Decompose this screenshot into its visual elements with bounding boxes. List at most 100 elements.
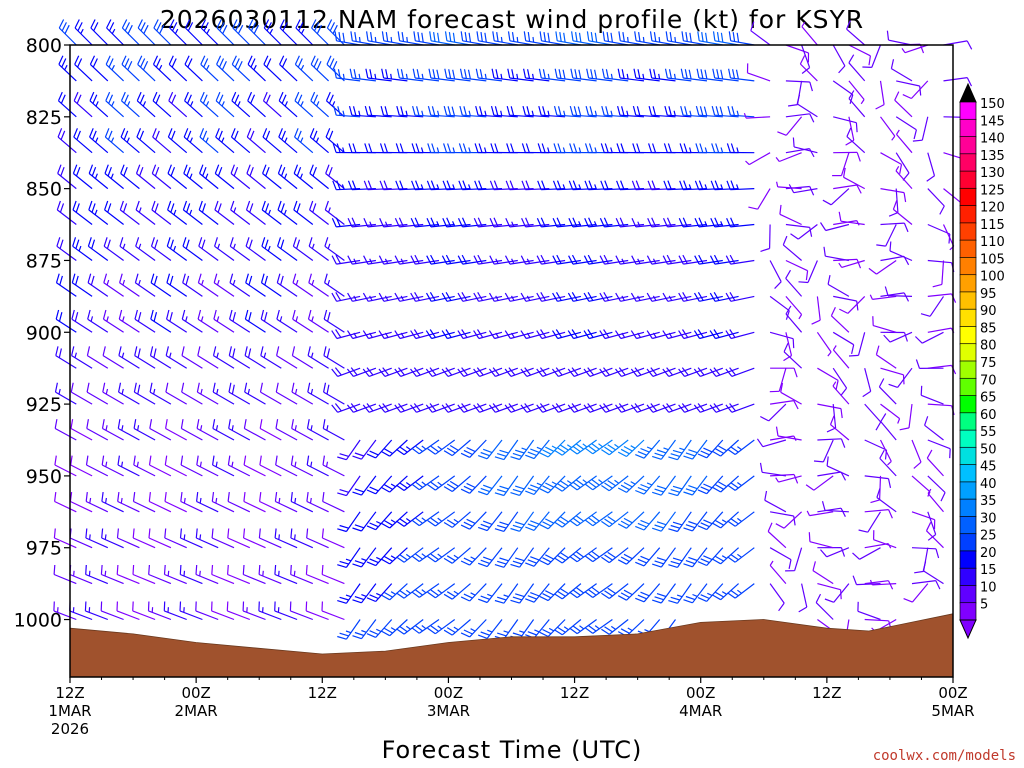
wind-barb-feather (442, 180, 448, 190)
colorbar-swatch (959, 585, 977, 604)
colorbar-top-arrow (959, 82, 977, 103)
wind-barb-feather (631, 217, 637, 228)
wind-barb-feather (462, 180, 467, 190)
wind-barb-feather (56, 237, 61, 247)
wind-barb-feather (620, 556, 630, 563)
colorbar-label: 125 (980, 183, 1005, 198)
wind-barb-feather (85, 492, 88, 502)
wind-barb-feather (430, 625, 439, 632)
wind-barb-feather (76, 94, 82, 104)
wind-barb-half-feather (284, 101, 288, 107)
wind-barb-staff (166, 282, 188, 297)
wind-barb-half-feather (111, 101, 115, 107)
wind-barb-staff (927, 493, 944, 513)
wind-barb-feather (523, 31, 527, 41)
wind-barb-feather (291, 419, 294, 429)
wind-barb-feather (381, 31, 385, 41)
wind-barb-feather (539, 595, 549, 602)
wind-barb-staff (887, 295, 913, 297)
wind-barb-feather (134, 346, 138, 356)
wind-barb-feather (71, 273, 76, 283)
wind-barb-staff (879, 439, 892, 462)
wind-barb-feather (635, 597, 645, 603)
wind-barb-feather (243, 419, 247, 429)
wind-barb-staff (389, 547, 408, 565)
colorbar-label: 120 (980, 201, 1005, 216)
wind-barb-feather (719, 106, 724, 116)
wind-barb-feather (730, 482, 739, 489)
wind-barb-half-feather (743, 113, 747, 119)
wind-barb-half-feather (679, 447, 685, 451)
wind-barb-feather (132, 528, 135, 539)
wind-barb-feather (932, 283, 943, 288)
wind-barb-feather (492, 31, 495, 41)
wind-barb-feather (124, 58, 130, 68)
wind-barb-feather (775, 523, 785, 529)
wind-barb-staff (389, 619, 408, 637)
wind-barb-staff (73, 173, 93, 190)
wind-barb-feather (413, 367, 421, 376)
wind-barb-feather (264, 275, 268, 286)
wind-barb-feather (313, 94, 319, 104)
wind-barb-feather (325, 164, 330, 174)
wind-barb-staff (604, 259, 629, 265)
wind-barb-staff (764, 499, 787, 513)
wind-barb-staff (337, 367, 361, 377)
wind-barb-feather (152, 55, 159, 65)
wind-barb-half-feather (776, 181, 779, 188)
wind-barb-feather (58, 19, 65, 29)
wind-barb-feather (117, 419, 121, 429)
wind-barb-feather (461, 254, 468, 264)
wind-barb-feather (102, 382, 106, 393)
wind-barb-feather (398, 403, 405, 412)
wind-barb-feather (427, 105, 432, 116)
wind-barb-feather (849, 94, 854, 104)
wind-barb-feather (460, 524, 470, 530)
wind-barb-staff (243, 573, 266, 585)
wind-barb-feather (512, 524, 523, 529)
wind-barb-feather (656, 557, 667, 562)
wind-barb-feather (620, 143, 625, 153)
wind-barb-half-feather (578, 184, 582, 190)
wind-barb-feather (339, 489, 349, 493)
wind-barb-feather (84, 601, 87, 611)
wind-barb-feather (108, 58, 114, 68)
wind-barb-half-feather (563, 110, 566, 116)
wind-barb-half-feather (663, 447, 669, 451)
wind-barb-staff (430, 223, 455, 228)
wind-barb-half-feather (579, 625, 585, 630)
wind-barb-feather (729, 367, 736, 376)
wind-barb-feather (226, 601, 229, 611)
wind-barb-feather (101, 419, 105, 429)
wind-barb-feather (798, 606, 808, 613)
wind-barb-half-feather (526, 332, 531, 338)
wind-barb-feather (280, 239, 285, 249)
wind-barb-feather (443, 521, 453, 528)
wind-barb-feather (542, 485, 552, 491)
wind-barb-feather (552, 255, 558, 265)
wind-barb-feather (363, 180, 369, 190)
wind-barb-feather (296, 239, 301, 249)
wind-barb-staff (399, 259, 424, 265)
wind-barb-staff (431, 367, 455, 377)
wind-barb-staff (384, 331, 408, 340)
wind-barb-staff (872, 295, 897, 300)
wind-barb-feather (920, 313, 931, 317)
wind-barb-feather (668, 456, 678, 461)
wind-barb-feather (222, 24, 228, 34)
wind-barb-feather (601, 449, 610, 456)
wind-barb-feather (214, 164, 220, 174)
wind-barb-feather (195, 564, 198, 575)
wind-barb-feather (352, 455, 362, 460)
wind-barb-feather (697, 31, 700, 41)
wind-barb-feather (459, 105, 463, 116)
wind-barb-feather (445, 329, 452, 338)
wind-barb-feather (166, 273, 171, 283)
wind-barb-feather (499, 557, 509, 562)
wind-barb-feather (414, 445, 423, 452)
wind-barb-feather (617, 487, 627, 493)
wind-barb-feather (91, 166, 97, 177)
wind-barb-feather (143, 24, 149, 34)
wind-barb-staff (817, 403, 842, 410)
wind-barb-feather (587, 367, 595, 376)
